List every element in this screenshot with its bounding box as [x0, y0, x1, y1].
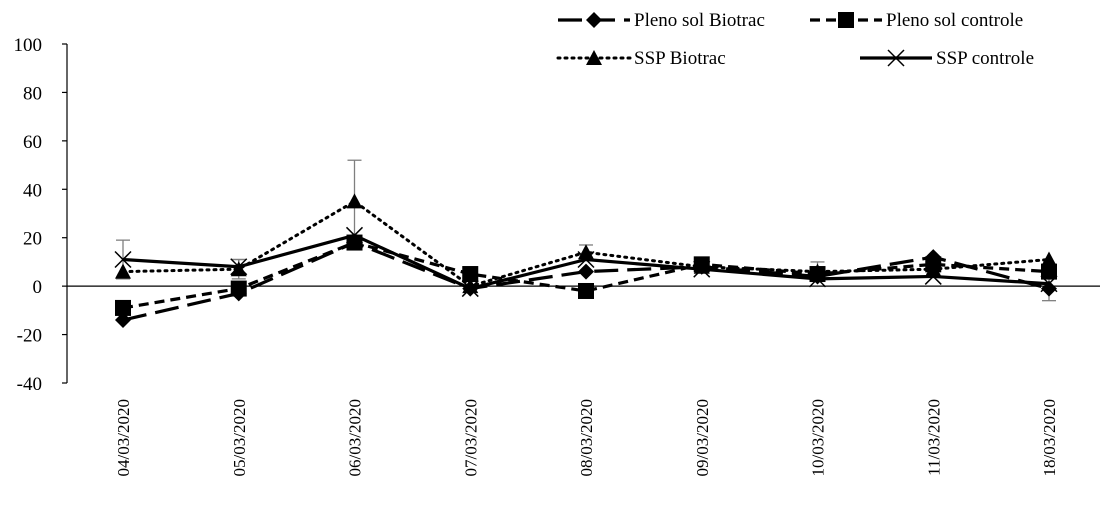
y-tick-label: 20 — [23, 229, 42, 250]
legend-label: SSP controle — [936, 48, 1034, 69]
y-tick-label: 80 — [23, 83, 42, 104]
series-lines — [114, 193, 1058, 329]
x-marker-stroke — [114, 250, 132, 269]
series-4 — [114, 226, 1058, 298]
data-point — [462, 266, 479, 283]
x-axis: 04/03/2020 05/03/2020 06/03/2020 07/03/2020… — [67, 285, 1100, 476]
data-point — [461, 280, 479, 298]
x-marker-stroke — [693, 260, 711, 278]
legend-marker — [887, 49, 905, 67]
legend-marker — [586, 50, 602, 65]
legend-label: Pleno sol Biotrac — [634, 10, 765, 31]
y-tick-label: 0 — [33, 277, 43, 298]
legend: Pleno sol Biotrac Pleno sol controle SSP B… — [556, 10, 1034, 69]
series-line — [122, 240, 1050, 310]
x-tick-label: 10/03/2020 — [809, 399, 828, 476]
y-tick-label: 40 — [23, 180, 42, 201]
y-tick-label: 100 — [14, 35, 43, 56]
x-tick-label: 09/03/2020 — [693, 399, 712, 476]
data-point — [230, 280, 247, 297]
x-tick-label: 04/03/2020 — [114, 399, 133, 476]
data-point — [693, 260, 711, 278]
data-point — [230, 258, 248, 276]
data-point — [230, 261, 247, 277]
x-tick-label: 07/03/2020 — [461, 399, 480, 476]
legend-label: SSP Biotrac — [634, 48, 726, 69]
y-axis: -40 -20 0 20 40 60 80 100 — [14, 35, 68, 395]
data-point — [924, 267, 942, 285]
legend-marker — [838, 12, 854, 28]
legend-entry: Pleno sol Biotrac — [558, 10, 765, 31]
data-point — [1040, 275, 1058, 293]
data-point — [114, 250, 132, 269]
legend-label: Pleno sol controle — [886, 10, 1023, 31]
x-marker-stroke — [345, 226, 364, 244]
data-point — [1041, 263, 1057, 280]
data-point — [115, 312, 131, 329]
data-point — [345, 226, 364, 244]
x-marker-stroke — [461, 280, 479, 298]
data-point — [346, 193, 363, 209]
data-point — [577, 250, 595, 269]
legend-entry: SSP controle — [860, 48, 1034, 69]
x-tick-label: 06/03/2020 — [346, 399, 365, 476]
y-tick-label: 60 — [23, 132, 42, 153]
x-tick-label: 05/03/2020 — [230, 399, 249, 476]
x-tick-label: 18/03/2020 — [1040, 399, 1059, 476]
y-tick-label: -40 — [17, 374, 42, 395]
x-marker-stroke — [577, 250, 595, 269]
data-point — [578, 282, 594, 299]
x-tick-label: 08/03/2020 — [577, 399, 596, 476]
data-point — [115, 299, 131, 316]
y-tick-label: -20 — [17, 326, 42, 347]
data-point — [462, 278, 479, 294]
x-marker-stroke — [230, 258, 248, 276]
legend-entry: SSP Biotrac — [556, 48, 726, 69]
series-line — [122, 240, 1050, 322]
legend-marker — [586, 12, 602, 28]
x-marker-stroke — [1040, 275, 1058, 293]
legend-entry: Pleno sol controle — [810, 10, 1023, 31]
data-point — [115, 263, 131, 279]
data-point — [1041, 251, 1057, 267]
data-point — [808, 270, 827, 288]
x-marker-stroke — [808, 270, 827, 288]
x-marker-stroke — [924, 267, 942, 285]
x-marker-stroke — [887, 49, 905, 67]
x-tick-label: 11/03/2020 — [924, 399, 943, 476]
data-point — [578, 263, 594, 280]
